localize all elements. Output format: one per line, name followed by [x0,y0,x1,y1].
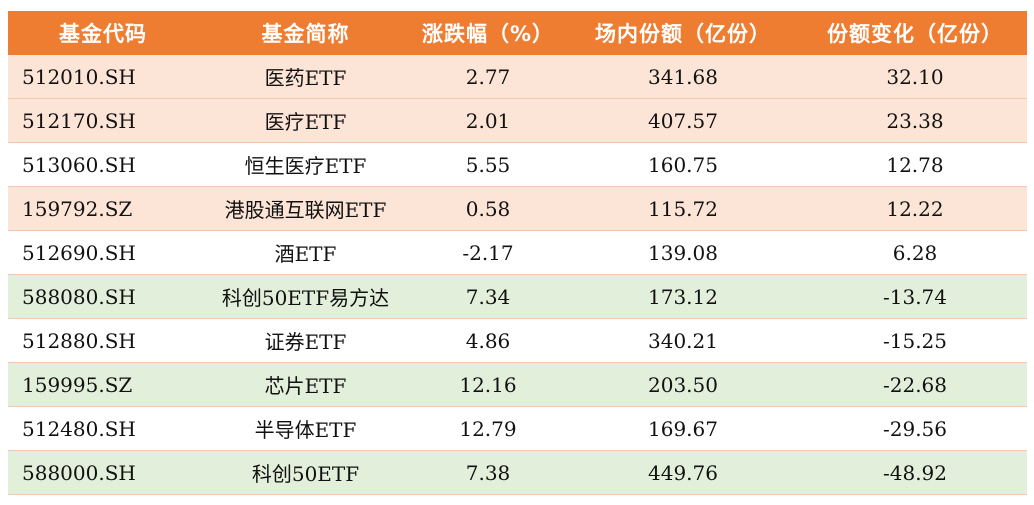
cell-change-pct: 12.16 [413,362,563,407]
cell-fund-name: 酒ETF [198,230,413,275]
cell-fund-name: 恒生医疗ETF [198,142,413,187]
header-share-change: 份额变化（亿份） [803,11,1027,55]
cell-share-change: -13.74 [803,274,1027,319]
cell-fund-name: 芯片ETF [198,362,413,407]
cell-fund-code: 512480.SH [8,406,198,451]
table-row: 512010.SH 医药ETF 2.77 341.68 32.10 [8,55,1027,99]
cell-share-change: 12.22 [803,186,1027,231]
cell-fund-code: 512880.SH [8,318,198,363]
cell-change-pct: 7.38 [413,450,563,495]
cell-change-pct: 2.77 [413,55,563,99]
cell-fund-name: 科创50ETF [198,450,413,495]
header-fund-name: 基金简称 [198,11,413,55]
cell-onfloor-shares: 203.50 [563,362,803,407]
header-change-pct: 涨跌幅（%） [413,11,563,55]
cell-fund-code: 588080.SH [8,274,198,319]
cell-change-pct: 12.79 [413,406,563,451]
cell-change-pct: 5.55 [413,142,563,187]
cell-change-pct: 2.01 [413,98,563,143]
cell-share-change: -48.92 [803,450,1027,495]
header-fund-code: 基金代码 [8,11,198,55]
cell-onfloor-shares: 115.72 [563,186,803,231]
table-header-row: 基金代码 基金简称 涨跌幅（%） 场内份额（亿份） 份额变化（亿份） [8,11,1027,55]
cell-fund-code: 513060.SH [8,142,198,187]
cell-fund-name: 港股通互联网ETF [198,186,413,231]
table-row: 513060.SH 恒生医疗ETF 5.55 160.75 12.78 [8,142,1027,187]
cell-onfloor-shares: 160.75 [563,142,803,187]
cell-onfloor-shares: 139.08 [563,230,803,275]
table-row: 512170.SH 医疗ETF 2.01 407.57 23.38 [8,98,1027,143]
etf-share-table: 基金代码 基金简称 涨跌幅（%） 场内份额（亿份） 份额变化（亿份） 51201… [8,11,1027,495]
cell-change-pct: -2.17 [413,230,563,275]
cell-change-pct: 4.86 [413,318,563,363]
cell-onfloor-shares: 169.67 [563,406,803,451]
cell-share-change: 6.28 [803,230,1027,275]
cell-fund-name: 半导体ETF [198,406,413,451]
header-onfloor-shares: 场内份额（亿份） [563,11,803,55]
table-row: 159995.SZ 芯片ETF 12.16 203.50 -22.68 [8,362,1027,407]
cell-fund-name: 科创50ETF易方达 [198,274,413,319]
cell-fund-code: 159995.SZ [8,362,198,407]
cell-share-change: -15.25 [803,318,1027,363]
cell-fund-name: 医疗ETF [198,98,413,143]
cell-share-change: 12.78 [803,142,1027,187]
cell-onfloor-shares: 341.68 [563,55,803,99]
cell-fund-code: 512170.SH [8,98,198,143]
cell-share-change: -22.68 [803,362,1027,407]
table-row: 588080.SH 科创50ETF易方达 7.34 173.12 -13.74 [8,274,1027,319]
cell-change-pct: 0.58 [413,186,563,231]
cell-share-change: -29.56 [803,406,1027,451]
cell-fund-code: 159792.SZ [8,186,198,231]
cell-share-change: 23.38 [803,98,1027,143]
table-row: 512690.SH 酒ETF -2.17 139.08 6.28 [8,230,1027,275]
cell-fund-name: 证券ETF [198,318,413,363]
cell-share-change: 32.10 [803,55,1027,99]
cell-fund-code: 588000.SH [8,450,198,495]
table-row: 159792.SZ 港股通互联网ETF 0.58 115.72 12.22 [8,186,1027,231]
table-row: 512480.SH 半导体ETF 12.79 169.67 -29.56 [8,406,1027,451]
cell-change-pct: 7.34 [413,274,563,319]
cell-onfloor-shares: 340.21 [563,318,803,363]
cell-fund-code: 512690.SH [8,230,198,275]
cell-onfloor-shares: 449.76 [563,450,803,495]
table-row: 512880.SH 证券ETF 4.86 340.21 -15.25 [8,318,1027,363]
table-row: 588000.SH 科创50ETF 7.38 449.76 -48.92 [8,450,1027,495]
cell-fund-name: 医药ETF [198,55,413,99]
cell-onfloor-shares: 407.57 [563,98,803,143]
cell-onfloor-shares: 173.12 [563,274,803,319]
cell-fund-code: 512010.SH [8,55,198,99]
